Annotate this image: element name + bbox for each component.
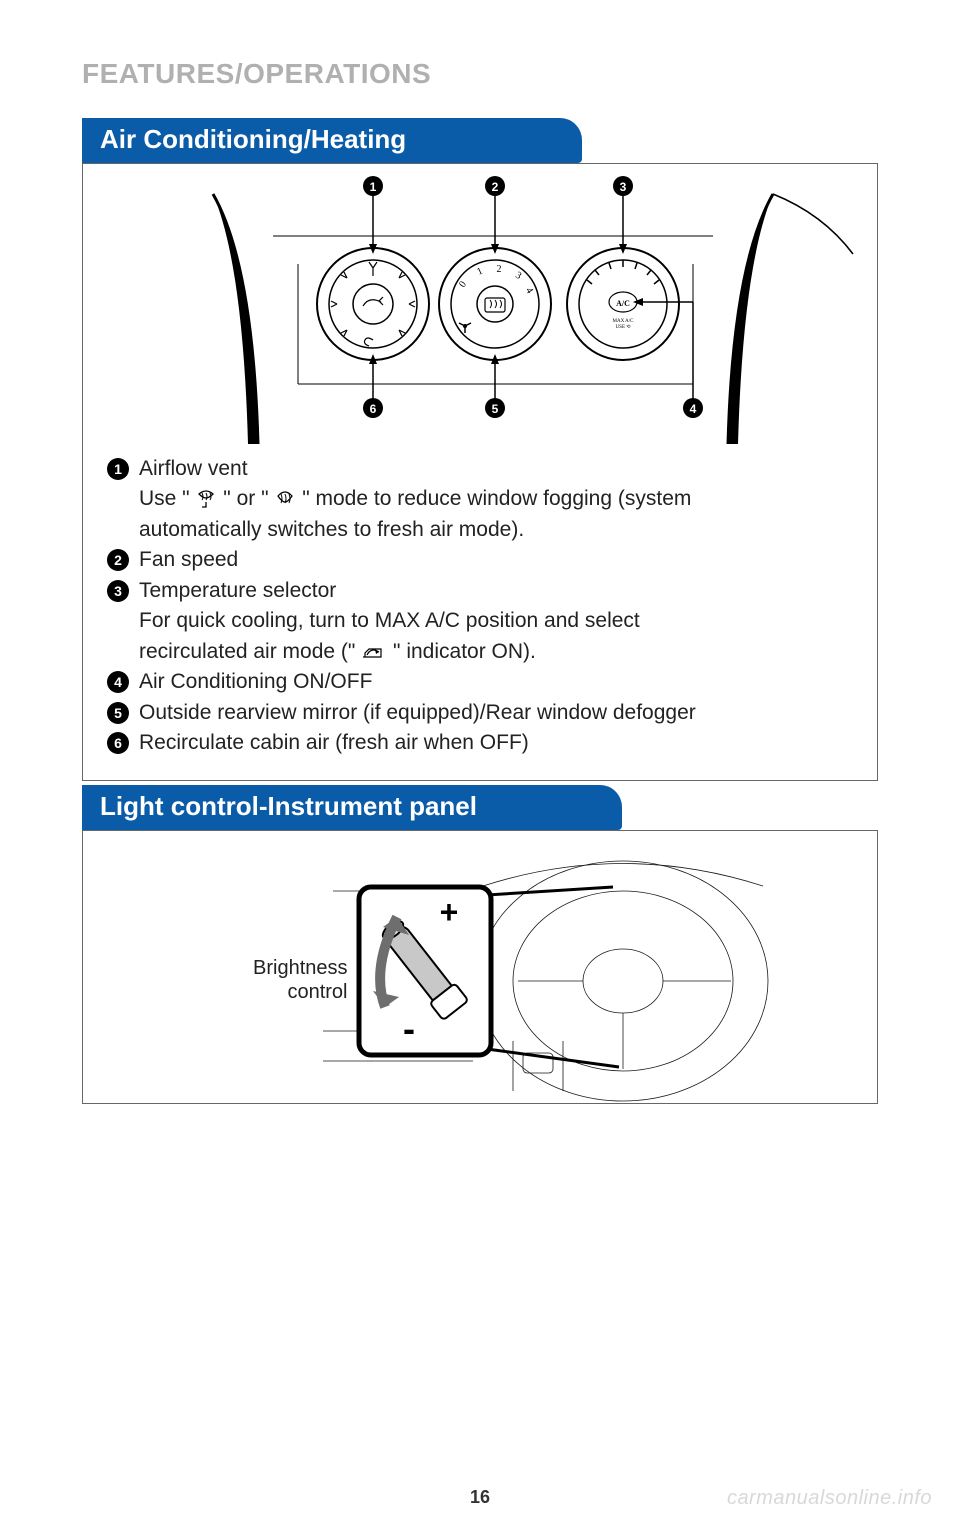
section-title-tab: Air Conditioning/Heating <box>82 118 582 163</box>
svg-text:+: + <box>440 894 459 930</box>
brightness-label: Brightnesscontrol <box>253 956 348 1004</box>
section-content-box: Brightnesscontrol <box>82 830 878 1104</box>
svg-text:-: - <box>403 1008 415 1049</box>
diagram-callout-6: 6 <box>370 402 377 416</box>
callout-item-4: 4 Air Conditioning ON/OFF <box>107 667 853 697</box>
callout-text: Air Conditioning ON/OFF <box>139 667 853 697</box>
callout-badge: 3 <box>107 580 129 602</box>
callout-item-3: 3 Temperature selector For quick cooling… <box>107 576 853 667</box>
callout-item-6: 6 Recirculate cabin air (fresh air when … <box>107 728 853 758</box>
section-title-tab: Light control-Instrument panel <box>82 785 622 830</box>
callout-list: 1 Airflow vent Use " " or " " mode to re… <box>83 444 877 780</box>
callout-text: Outside rearview mirror (if equipped)/Re… <box>139 698 853 728</box>
ac-diagram: 0 1 2 3 4 <box>83 164 877 444</box>
defrost-icon <box>274 490 296 508</box>
callout-line: Temperature selector <box>139 579 336 602</box>
callout-text: Fan speed <box>139 545 853 575</box>
defrost-floor-icon <box>195 490 217 508</box>
ac-dashboard-svg: 0 1 2 3 4 <box>83 164 879 444</box>
callout-item-1: 1 Airflow vent Use " " or " " mode to re… <box>107 454 853 545</box>
callout-item-5: 5 Outside rearview mirror (if equipped)/… <box>107 698 853 728</box>
callout-badge: 6 <box>107 732 129 754</box>
section-content-box: 0 1 2 3 4 <box>82 163 878 781</box>
callout-text: Airflow vent Use " " or " " mode to redu… <box>139 454 853 545</box>
callout-badge: 2 <box>107 549 129 571</box>
svg-text:2: 2 <box>497 264 502 275</box>
brightness-svg: + - <box>83 831 879 1103</box>
callout-badge: 4 <box>107 671 129 693</box>
diagram-callout-4: 4 <box>690 402 697 416</box>
svg-text:A/C: A/C <box>616 299 630 308</box>
section-air-conditioning: Air Conditioning/Heating <box>82 118 878 781</box>
page-header: FEATURES/OPERATIONS <box>82 58 431 90</box>
callout-badge: 1 <box>107 458 129 480</box>
callout-text: Temperature selector For quick cooling, … <box>139 576 853 667</box>
callout-line: Airflow vent <box>139 457 248 480</box>
section-light-control: Light control-Instrument panel Brightnes… <box>82 785 878 1104</box>
diagram-callout-5: 5 <box>492 402 499 416</box>
svg-text:USE ⟲: USE ⟲ <box>616 324 632 330</box>
brightness-diagram: Brightnesscontrol <box>83 831 877 1103</box>
callout-badge: 5 <box>107 702 129 724</box>
callout-item-2: 2 Fan speed <box>107 545 853 575</box>
watermark: carmanualsonline.info <box>727 1487 932 1510</box>
diagram-callout-1: 1 <box>370 180 377 194</box>
recirculate-icon <box>361 645 387 661</box>
diagram-callout-2: 2 <box>492 180 499 194</box>
svg-text:MAX A/C: MAX A/C <box>613 319 635 324</box>
callout-text: Recirculate cabin air (fresh air when OF… <box>139 728 853 758</box>
diagram-callout-3: 3 <box>620 180 627 194</box>
